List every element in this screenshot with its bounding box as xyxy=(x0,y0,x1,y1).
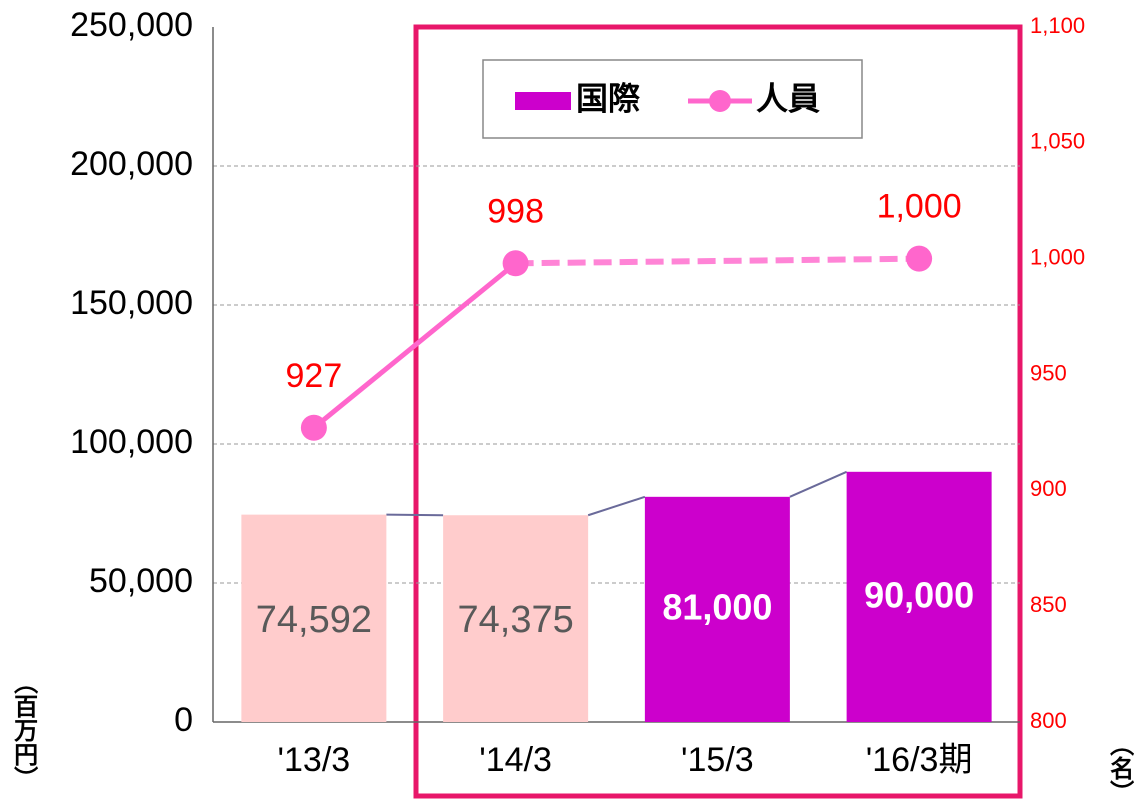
line-value-label: 1,000 xyxy=(877,188,962,226)
legend-label: 国際 xyxy=(576,80,640,116)
line-value-label: 998 xyxy=(487,192,544,230)
line-solid xyxy=(312,261,518,430)
line-marker xyxy=(300,414,327,441)
y-tick-label: 0 xyxy=(174,701,193,739)
y-tick-label: 50,000 xyxy=(89,562,193,600)
bar-value-label: 81,000 xyxy=(662,587,772,628)
y-tick-label: 200,000 xyxy=(70,145,193,183)
y-axis-label: （百万円） xyxy=(10,670,38,790)
y-tick-label: 150,000 xyxy=(70,284,193,322)
line-value-label: 927 xyxy=(286,357,343,395)
bar-value-label: 90,000 xyxy=(864,575,974,616)
x-tick-label: '16/3期 xyxy=(866,741,973,779)
line-marker xyxy=(906,245,933,272)
bar-connector xyxy=(386,513,444,517)
y2-axis-label: （名） xyxy=(1106,732,1134,800)
y2-tick-label: 1,050 xyxy=(1030,129,1085,154)
highlight-frame xyxy=(413,24,1023,799)
legend-label: 人員 xyxy=(756,80,820,116)
line-marker xyxy=(502,250,529,277)
x-tick-label: '13/3 xyxy=(278,741,351,779)
y2-tick-label: 850 xyxy=(1030,592,1067,617)
y2-tick-label: 950 xyxy=(1030,360,1067,385)
bar-connector xyxy=(587,495,646,517)
y-tick-label: 250,000 xyxy=(70,6,193,44)
legend-swatch xyxy=(515,92,571,110)
bar-value-label: 74,375 xyxy=(458,599,574,641)
bar xyxy=(443,515,589,722)
y-tick-label: 100,000 xyxy=(70,423,193,461)
y2-tick-label: 1,100 xyxy=(1030,13,1085,38)
line-dashed xyxy=(515,255,920,267)
bar-value-label: 74,592 xyxy=(256,599,372,641)
x-tick-label: '14/3 xyxy=(479,741,552,779)
y2-tick-label: 1,000 xyxy=(1030,244,1085,269)
bar xyxy=(846,471,992,722)
bar xyxy=(644,496,790,722)
x-tick-label: '15/3 xyxy=(681,741,754,779)
bar-connector xyxy=(789,470,848,498)
bar xyxy=(241,514,387,722)
legend-marker xyxy=(709,90,731,112)
y2-tick-label: 800 xyxy=(1030,708,1067,733)
y2-tick-label: 900 xyxy=(1030,476,1067,501)
